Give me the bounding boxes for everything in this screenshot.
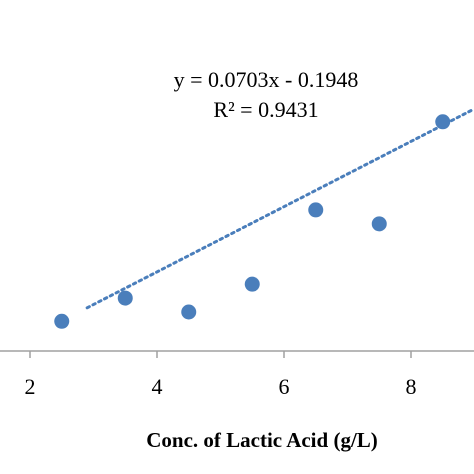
trendline-equation: y = 0.0703x - 0.1948 [174, 67, 359, 92]
x-tick-label: 2 [25, 374, 36, 399]
data-point [244, 276, 260, 292]
data-point [371, 216, 387, 232]
x-tick-label: 4 [152, 374, 163, 399]
data-point [54, 313, 70, 329]
data-point [308, 202, 324, 218]
data-point [181, 304, 197, 320]
x-tick-label: 8 [406, 374, 417, 399]
trendline-r-squared: R² = 0.9431 [213, 97, 318, 122]
data-point [117, 290, 133, 306]
data-points [54, 114, 451, 329]
x-axis-tick-labels: 2 4 6 8 [25, 374, 417, 399]
linear-trendline [85, 107, 474, 310]
plot-area: 2 4 6 8 [0, 107, 474, 399]
x-axis-title: Conc. of Lactic Acid (g/L) [146, 428, 378, 452]
x-axis-ticks [29, 351, 412, 358]
data-point [435, 114, 451, 130]
x-tick-label: 6 [279, 374, 290, 399]
